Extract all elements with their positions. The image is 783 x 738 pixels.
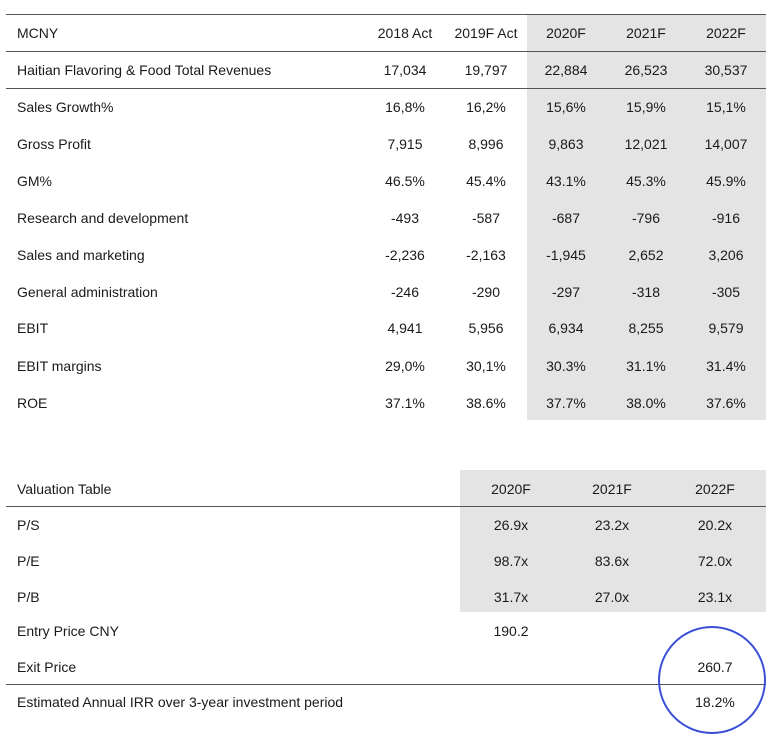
column-header: 2021F	[626, 25, 666, 41]
valuation-shade	[460, 470, 766, 612]
row-value: -2,236	[385, 247, 425, 263]
row-value: -796	[631, 210, 661, 226]
row-value: 3,206	[708, 247, 744, 263]
row-value: 9,579	[708, 320, 744, 336]
row-value: 15,1%	[706, 99, 746, 115]
row-value: 98.7x	[493, 553, 529, 569]
row-value: 12,021	[624, 136, 668, 152]
header-rule	[6, 51, 766, 52]
row-label: Research and development	[17, 210, 189, 226]
row-value: 46.5%	[385, 173, 425, 189]
row-label: GM%	[17, 173, 52, 189]
valuation-header-label: Valuation Table	[17, 481, 112, 497]
irr-label: Estimated Annual IRR over 3-year investm…	[17, 694, 344, 710]
column-header: 2020F	[491, 481, 531, 497]
column-header: 2019F Act	[454, 25, 518, 41]
row-value: -297	[551, 284, 581, 300]
row-value: 38.6%	[466, 395, 506, 411]
row-value: -916	[711, 210, 741, 226]
row-value: 30,1%	[466, 358, 506, 374]
row-value: 22,884	[544, 62, 588, 78]
entry-price-label: Entry Price CNY	[17, 623, 119, 639]
row-label: Gross Profit	[17, 136, 91, 152]
row-value: -687	[551, 210, 581, 226]
row-value: 31.4%	[706, 358, 746, 374]
revenue-rule	[6, 88, 766, 89]
column-header: 2020F	[546, 25, 586, 41]
row-label: Sales and marketing	[17, 247, 145, 263]
row-value: 38.0%	[626, 395, 666, 411]
row-value: 15,6%	[546, 99, 586, 115]
row-value: 16,2%	[466, 99, 506, 115]
row-label: EBIT margins	[17, 358, 102, 374]
row-value: 8,996	[468, 136, 504, 152]
row-value: 19,797	[464, 62, 508, 78]
row-value: 6,934	[548, 320, 584, 336]
row-value: 23.2x	[594, 517, 630, 533]
row-value: 7,915	[387, 136, 423, 152]
row-value: -290	[471, 284, 501, 300]
row-value: 9,863	[548, 136, 584, 152]
row-label: ROE	[17, 395, 48, 411]
row-value: 26,523	[624, 62, 668, 78]
row-value: 31.7x	[493, 589, 529, 605]
row-value: 83.6x	[594, 553, 630, 569]
row-value: -2,163	[466, 247, 506, 263]
row-label: P/E	[17, 553, 40, 569]
row-value: -493	[390, 210, 420, 226]
row-value: -587	[471, 210, 501, 226]
header-label: MCNY	[17, 25, 59, 41]
row-value: 14,007	[704, 136, 748, 152]
row-value: 2,652	[628, 247, 664, 263]
row-value: 30,537	[704, 62, 748, 78]
row-value: 5,956	[468, 320, 504, 336]
column-header: 2021F	[592, 481, 632, 497]
table-top-rule	[6, 14, 766, 15]
row-value: 27.0x	[594, 589, 630, 605]
row-value: 16,8%	[385, 99, 425, 115]
row-label: General administration	[17, 284, 158, 300]
row-value: 31.1%	[626, 358, 666, 374]
row-value: 4,941	[387, 320, 423, 336]
row-value: 15,9%	[626, 99, 666, 115]
row-value: 30.3%	[546, 358, 586, 374]
row-value: 37.6%	[706, 395, 746, 411]
row-value: 43.1%	[546, 173, 586, 189]
valuation-header-rule	[6, 506, 766, 507]
row-value: -246	[390, 284, 420, 300]
row-value: -318	[631, 284, 661, 300]
row-value: -305	[711, 284, 741, 300]
row-label: P/S	[17, 517, 40, 533]
row-value: 45.3%	[626, 173, 666, 189]
row-value: 37.7%	[546, 395, 586, 411]
row-value: -1,945	[546, 247, 586, 263]
row-value: 8,255	[628, 320, 664, 336]
entry-price-value: 190.2	[493, 623, 529, 639]
row-value: 72.0x	[697, 553, 733, 569]
row-label: EBIT	[17, 320, 49, 336]
row-value: 26.9x	[493, 517, 529, 533]
row-label: Haitian Flavoring & Food Total Revenues	[17, 62, 272, 78]
row-label: P/B	[17, 589, 40, 605]
row-value: 37.1%	[385, 395, 425, 411]
row-value: 45.4%	[466, 173, 506, 189]
exit-price-label: Exit Price	[17, 659, 77, 675]
row-value: 29,0%	[385, 358, 425, 374]
row-value: 17,034	[383, 62, 427, 78]
column-header: 2022F	[695, 481, 735, 497]
row-value: 20.2x	[697, 517, 733, 533]
row-label: Sales Growth%	[17, 99, 114, 115]
forecast-shade	[527, 14, 766, 420]
row-value: 45.9%	[706, 173, 746, 189]
column-header: 2018 Act	[377, 25, 433, 41]
highlight-circle	[658, 626, 766, 734]
column-header: 2022F	[706, 25, 746, 41]
row-value: 23.1x	[697, 589, 733, 605]
irr-rule	[6, 684, 766, 685]
